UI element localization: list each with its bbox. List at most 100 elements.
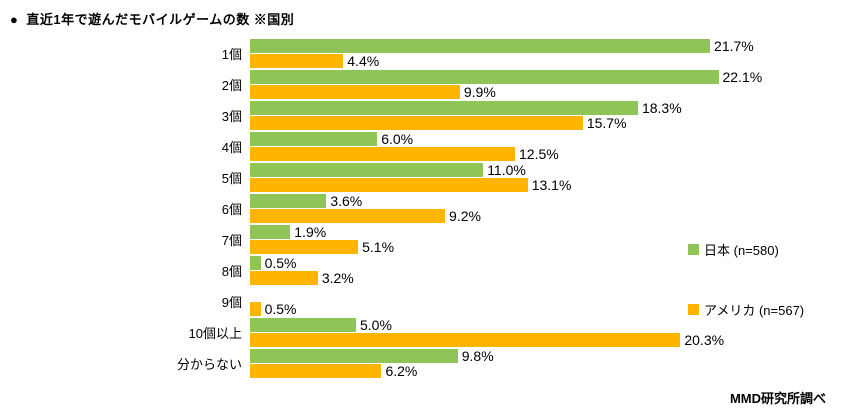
bar-group: 1.9% 5.1% bbox=[250, 223, 395, 255]
bar-line-america: 15.7% bbox=[250, 114, 682, 131]
value-label-america: 13.1% bbox=[531, 176, 572, 193]
bar-group: 18.3% 15.7% bbox=[250, 99, 682, 131]
bar-line-japan: 11.0% bbox=[250, 161, 571, 178]
value-label-america: 4.4% bbox=[347, 52, 380, 69]
bar-america bbox=[250, 85, 460, 99]
bar-line-japan: 21.7% bbox=[250, 37, 754, 54]
chart-row: 5個 11.0% 13.1% bbox=[0, 162, 762, 193]
bar-group: 5.0% 20.3% bbox=[250, 316, 725, 348]
bar-group: 11.0% 13.1% bbox=[250, 161, 572, 193]
bar-japan bbox=[250, 349, 458, 363]
bar-japan bbox=[250, 194, 327, 208]
category-label: 9個 bbox=[221, 295, 242, 310]
bar-line-japan: 1.9% bbox=[250, 223, 394, 240]
legend-label-japan: 日本 (n=580) bbox=[704, 243, 779, 258]
value-label-america: 0.5% bbox=[264, 300, 297, 317]
bar-chart: 1個 21.7% 4.4% 2個 22.1% 9.9% 3個 18.3% 15.7% 4個 6.0%… bbox=[0, 38, 762, 379]
bar-japan bbox=[250, 256, 261, 270]
bar-line-japan: 5.0% bbox=[250, 316, 724, 333]
category-label: 分からない bbox=[176, 357, 242, 372]
chart-row: 8個 0.5% 3.2% bbox=[0, 255, 762, 286]
legend-swatch-america-icon bbox=[688, 304, 699, 315]
category-label: 7個 bbox=[221, 233, 242, 248]
chart-row: 10個以上 5.0% 20.3% bbox=[0, 317, 762, 348]
bar-america bbox=[250, 54, 344, 68]
value-label-japan: 18.3% bbox=[641, 99, 682, 116]
bar-america bbox=[250, 209, 446, 223]
value-label-america: 9.9% bbox=[463, 83, 496, 100]
category-label: 1個 bbox=[221, 47, 242, 62]
bar-america bbox=[250, 333, 681, 347]
bar-line-america: 9.9% bbox=[250, 83, 762, 100]
value-label-america: 9.2% bbox=[449, 207, 481, 224]
value-label-japan: 11.0% bbox=[487, 161, 526, 178]
value-label-japan: 3.6% bbox=[330, 192, 363, 209]
value-label-japan: 1.9% bbox=[294, 223, 327, 240]
value-label-america: 6.2% bbox=[385, 362, 418, 379]
chart-row: 1個 21.7% 4.4% bbox=[0, 38, 762, 69]
bar-line-japan: 6.0% bbox=[250, 130, 559, 147]
bar-group: 0.5% bbox=[250, 287, 297, 317]
bar-line-america: 12.5% bbox=[250, 146, 559, 162]
bar-line-america: 9.2% bbox=[250, 207, 481, 224]
bar-japan bbox=[250, 101, 638, 115]
bar-japan bbox=[250, 225, 291, 239]
value-label-america: 20.3% bbox=[684, 331, 725, 348]
bar-group: 6.0% 12.5% bbox=[250, 130, 559, 162]
legend-item-japan: 日本 (n=580) bbox=[688, 240, 804, 259]
bar-group: 3.6% 9.2% bbox=[250, 192, 481, 224]
bar-japan bbox=[250, 70, 719, 84]
bar-america bbox=[250, 116, 583, 130]
bar-line-america: 20.3% bbox=[250, 331, 725, 348]
chart-row: 7個 1.9% 5.1% bbox=[0, 224, 762, 255]
bar-japan bbox=[250, 318, 356, 332]
bar-america bbox=[250, 147, 515, 161]
value-label-america: 3.2% bbox=[321, 269, 354, 286]
bar-line-japan: 18.3% bbox=[250, 99, 682, 116]
legend-label-america: アメリカ (n=567) bbox=[704, 303, 805, 318]
bar-line-america: 13.1% bbox=[250, 176, 572, 193]
bar-line-america: 4.4% bbox=[250, 52, 754, 69]
category-label: 4個 bbox=[221, 140, 242, 155]
chart-rows: 1個 21.7% 4.4% 2個 22.1% 9.9% 3個 18.3% 15.7% 4個 6.0%… bbox=[0, 38, 762, 379]
chart-row: 6個 3.6% 9.2% bbox=[0, 193, 762, 224]
bar-japan bbox=[250, 163, 484, 177]
bar-line-japan bbox=[250, 287, 297, 302]
chart-row: 4個 6.0% 12.5% bbox=[0, 131, 762, 162]
value-label-japan: 6.0% bbox=[381, 130, 414, 147]
value-label-america: 15.7% bbox=[586, 114, 627, 131]
bar-group: 21.7% 4.4% bbox=[250, 37, 754, 69]
bar-america bbox=[250, 240, 359, 254]
bar-japan bbox=[250, 39, 711, 53]
value-label-america: 5.1% bbox=[362, 238, 395, 255]
title-bullet-icon: ● bbox=[10, 12, 19, 27]
bar-group: 9.8% 6.2% bbox=[250, 348, 494, 379]
bar-line-japan: 9.8% bbox=[250, 348, 494, 364]
value-label-japan: 21.7% bbox=[714, 37, 754, 54]
category-label: 8個 bbox=[221, 264, 242, 279]
category-label: 2個 bbox=[221, 78, 242, 93]
chart-row: 9個 0.5% bbox=[0, 286, 762, 317]
value-label-japan: 5.0% bbox=[360, 316, 392, 333]
bar-line-japan: 22.1% bbox=[250, 69, 762, 85]
page-title: ● 直近1年で遊んだモバイルゲームの数 ※国別 bbox=[10, 9, 294, 28]
chart-row: 2個 22.1% 9.9% bbox=[0, 69, 762, 100]
chart-legend: 日本 (n=580) アメリカ (n=567) bbox=[688, 240, 804, 319]
source-credit: MMD研究所調べ bbox=[729, 391, 826, 406]
bar-line-japan: 3.6% bbox=[250, 192, 481, 209]
legend-swatch-japan-icon bbox=[688, 244, 699, 255]
category-label: 6個 bbox=[221, 202, 242, 217]
bar-america bbox=[250, 271, 318, 285]
title-text: 直近1年で遊んだモバイルゲームの数 ※国別 bbox=[26, 12, 295, 27]
chart-row: 分からない 9.8% 6.2% bbox=[0, 348, 762, 379]
value-label-japan: 0.5% bbox=[264, 254, 297, 271]
bar-japan bbox=[250, 132, 378, 146]
bar-line-america: 5.1% bbox=[250, 238, 395, 255]
category-label: 3個 bbox=[221, 109, 242, 124]
bar-america bbox=[250, 364, 382, 378]
bar-line-america: 0.5% bbox=[250, 300, 297, 317]
bar-group: 22.1% 9.9% bbox=[250, 69, 762, 100]
bar-line-america: 6.2% bbox=[250, 362, 494, 379]
legend-item-america: アメリカ (n=567) bbox=[688, 300, 804, 319]
category-label: 5個 bbox=[221, 171, 242, 186]
